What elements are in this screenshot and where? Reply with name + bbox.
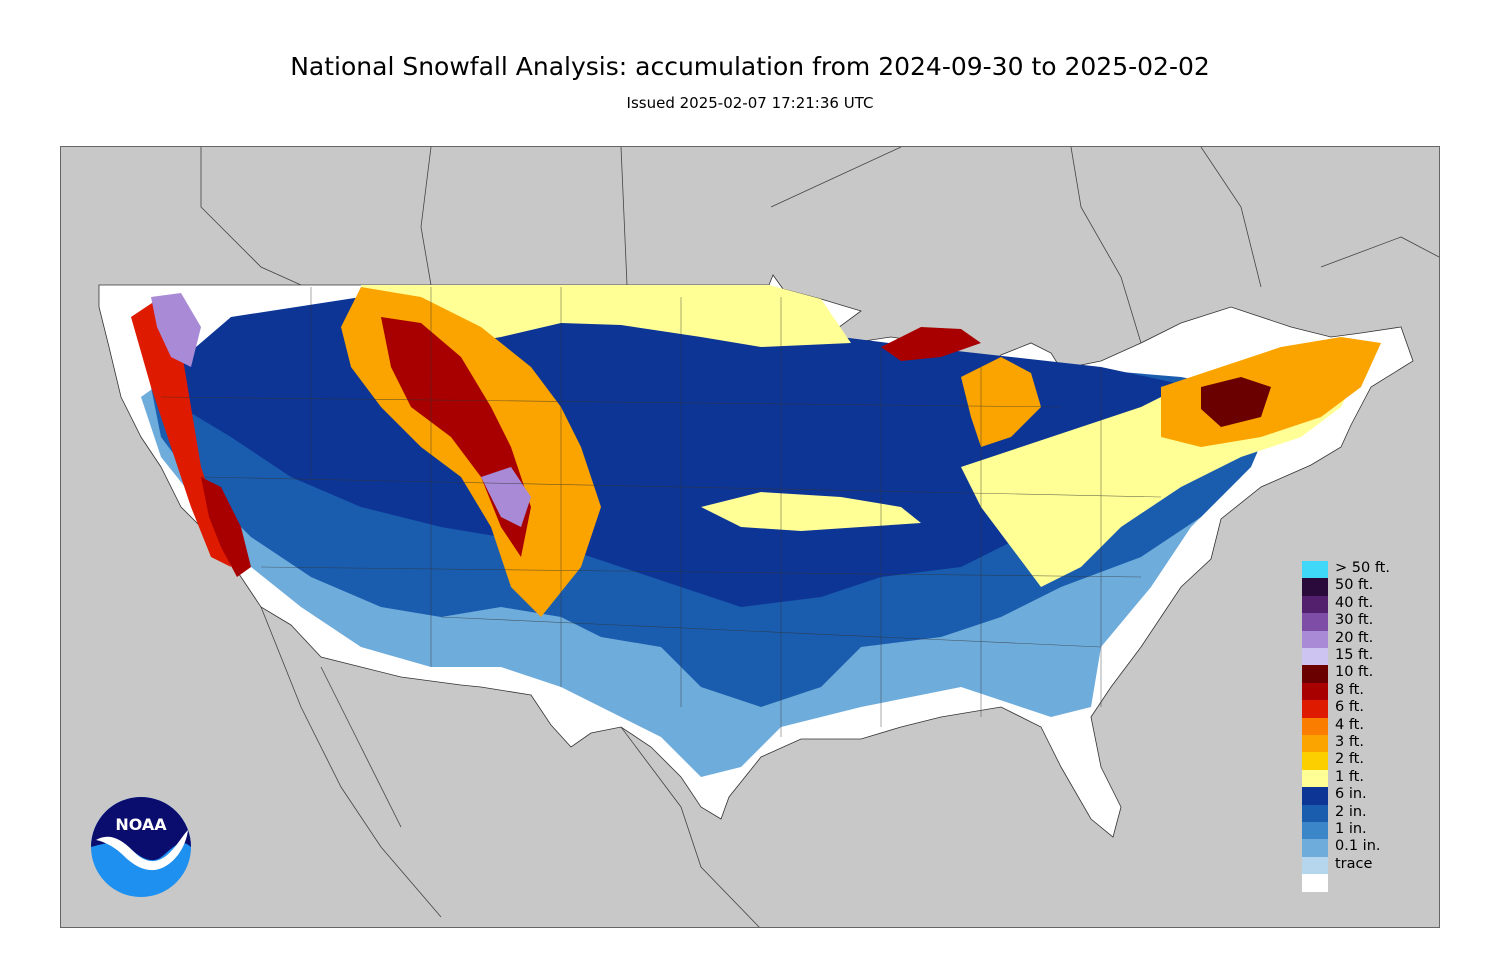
legend-item: 6 ft. bbox=[1302, 699, 1422, 718]
legend-label: 1 ft. bbox=[1335, 768, 1364, 785]
legend-item: 4 ft. bbox=[1302, 716, 1422, 735]
legend-label: 0.1 in. bbox=[1335, 838, 1381, 855]
legend-label: 8 ft. bbox=[1335, 681, 1364, 698]
legend-label: 6 in. bbox=[1335, 786, 1367, 803]
country-outlines bbox=[200, 147, 1439, 927]
legend-swatch bbox=[1302, 717, 1328, 735]
legend-label: 10 ft. bbox=[1335, 664, 1374, 681]
legend-label: > 50 ft. bbox=[1335, 560, 1390, 576]
legend-item: 1 ft. bbox=[1302, 768, 1422, 788]
map-canvas bbox=[98, 147, 1439, 927]
legend-swatch bbox=[1302, 595, 1328, 614]
map-title: National Snowfall Analysis: accumulation… bbox=[290, 52, 1210, 81]
legend-item: 8 ft. bbox=[1302, 681, 1422, 701]
legend-swatch bbox=[1302, 856, 1328, 875]
legend-label: 1 in. bbox=[1335, 821, 1367, 837]
snow-zone-8ft-tug-hill bbox=[1201, 377, 1271, 427]
snow-zone-15ft-northwest bbox=[151, 293, 201, 367]
legend-item: 1 in. bbox=[1302, 821, 1422, 840]
legend-swatch bbox=[1302, 769, 1328, 788]
legend-swatch bbox=[1302, 735, 1328, 753]
legend-swatch bbox=[1302, 665, 1328, 683]
legend-swatch bbox=[1302, 561, 1328, 579]
legend-label: 2 in. bbox=[1335, 803, 1367, 820]
state-boundaries bbox=[160, 287, 1162, 737]
legend-label: 20 ft. bbox=[1335, 629, 1374, 646]
legend-label: 2 ft. bbox=[1335, 751, 1364, 768]
legend-item: 50 ft. bbox=[1302, 577, 1422, 596]
legend-item: trace bbox=[1302, 855, 1422, 875]
legend-swatch bbox=[1302, 804, 1328, 822]
noaa-logo-text: NOAA bbox=[115, 815, 167, 834]
legend-item: > 50 ft. bbox=[1302, 560, 1422, 579]
snow-zone-1ft-central bbox=[701, 492, 921, 531]
legend-swatch bbox=[1302, 839, 1328, 857]
snow-zone-6ft-sierra bbox=[201, 477, 251, 577]
legend-label: 6 ft. bbox=[1335, 699, 1364, 716]
legend-item: 15 ft. bbox=[1302, 647, 1422, 666]
legend-swatch bbox=[1302, 787, 1328, 805]
noaa-logo-icon: NOAA bbox=[91, 797, 191, 897]
legend-label: 30 ft. bbox=[1335, 612, 1374, 629]
legend-label: trace bbox=[1335, 855, 1373, 872]
legend-swatch bbox=[1302, 613, 1328, 631]
legend-label: 50 ft. bbox=[1335, 577, 1374, 594]
legend-label: 15 ft. bbox=[1335, 647, 1374, 663]
legend-label: 3 ft. bbox=[1335, 734, 1364, 750]
legend-swatch bbox=[1302, 630, 1328, 648]
map-subtitle: Issued 2025-02-07 17:21:36 UTC bbox=[626, 94, 874, 112]
legend-item: 2 ft. bbox=[1302, 751, 1422, 770]
snowfall-map bbox=[60, 146, 1440, 928]
legend-label: 40 ft. bbox=[1335, 594, 1374, 611]
legend-item: 20 ft. bbox=[1302, 629, 1422, 648]
legend-swatch bbox=[1302, 874, 1328, 892]
legend-swatch bbox=[1302, 578, 1328, 596]
legend-item: 6 in. bbox=[1302, 786, 1422, 805]
legend-item bbox=[1302, 874, 1422, 892]
legend-swatch bbox=[1302, 648, 1328, 666]
legend-item: 3 ft. bbox=[1302, 734, 1422, 753]
legend-label: 4 ft. bbox=[1335, 716, 1364, 733]
legend-swatch bbox=[1302, 682, 1328, 701]
legend-swatch bbox=[1302, 822, 1328, 840]
legend-item: 0.1 in. bbox=[1302, 838, 1422, 857]
legend-swatch bbox=[1302, 700, 1328, 718]
snow-zone-15ft-rockies bbox=[481, 467, 531, 527]
legend-item: 10 ft. bbox=[1302, 664, 1422, 683]
legend-item: 2 in. bbox=[1302, 803, 1422, 822]
snow-zone-8ft-upper-michigan bbox=[881, 327, 981, 361]
legend-item: 40 ft. bbox=[1302, 594, 1422, 614]
legend-item: 30 ft. bbox=[1302, 612, 1422, 631]
legend-swatch bbox=[1302, 752, 1328, 770]
